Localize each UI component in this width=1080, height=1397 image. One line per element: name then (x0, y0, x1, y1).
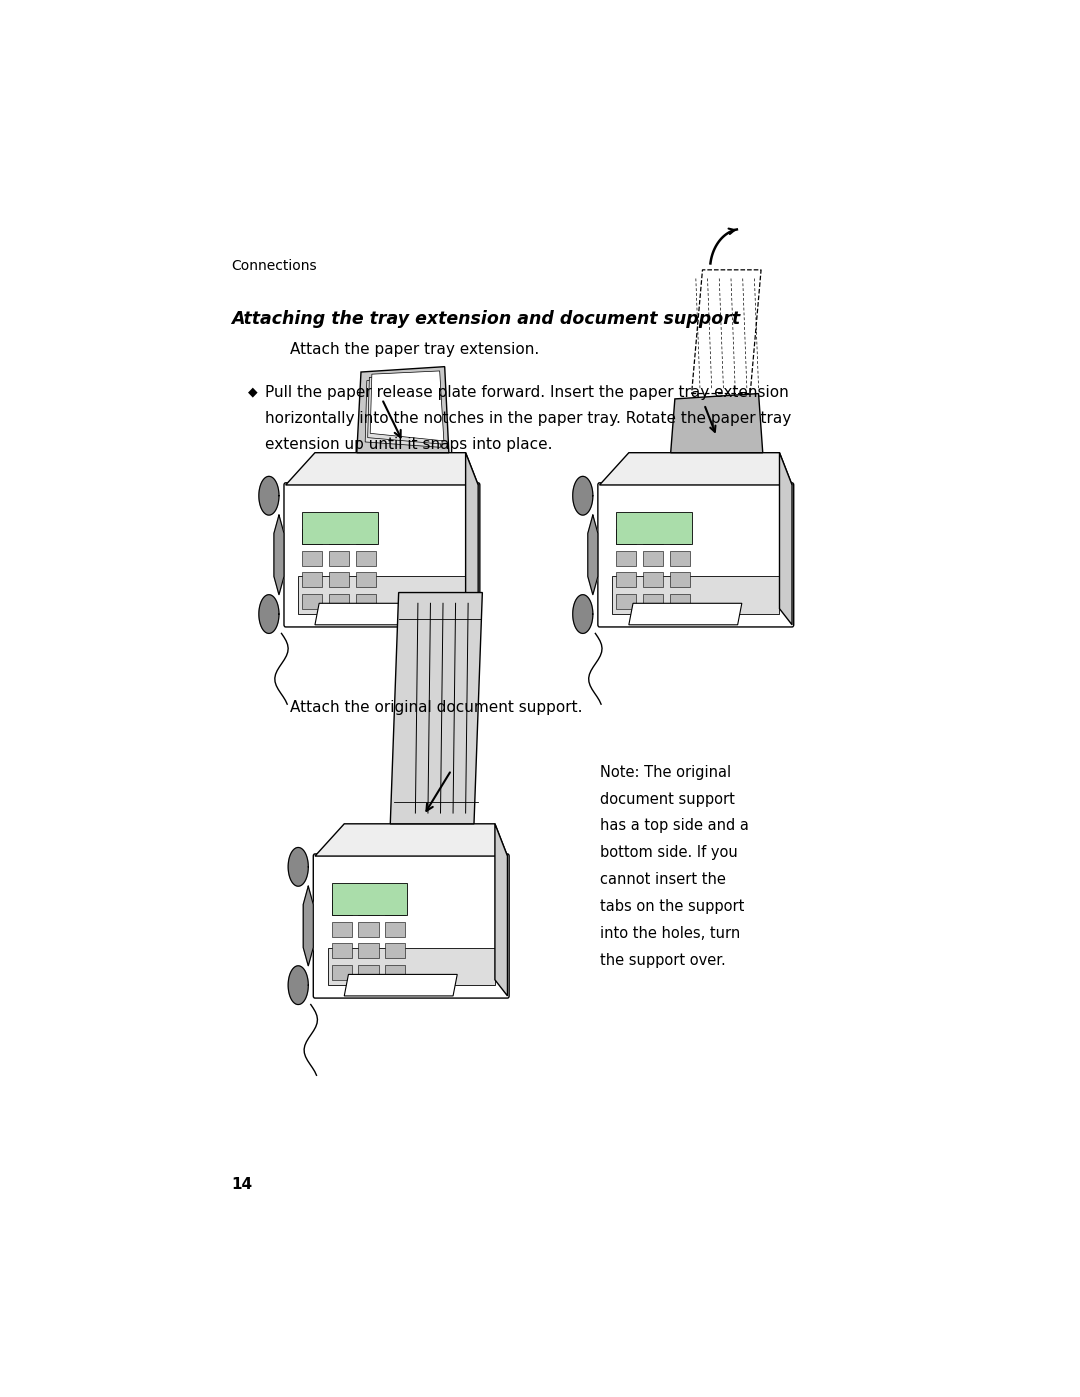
Polygon shape (572, 595, 593, 633)
Bar (332, 883, 407, 915)
Polygon shape (259, 595, 279, 633)
Bar (359, 965, 379, 979)
Text: horizontally into the notches in the paper tray. Rotate the paper tray: horizontally into the notches in the pap… (265, 411, 791, 426)
Bar (386, 900, 405, 915)
Text: has a top side and a: has a top side and a (599, 819, 748, 834)
Polygon shape (671, 394, 762, 453)
Text: Attach the paper tray extension.: Attach the paper tray extension. (289, 342, 539, 356)
Bar (356, 529, 376, 543)
Bar (302, 511, 378, 545)
Polygon shape (303, 886, 313, 965)
Bar (302, 594, 323, 609)
Polygon shape (691, 270, 761, 394)
Text: extension up until it snaps into place.: extension up until it snaps into place. (265, 437, 552, 451)
Text: into the holes, turn: into the holes, turn (599, 926, 740, 942)
Bar (386, 922, 405, 937)
Bar (386, 965, 405, 979)
Bar (329, 594, 349, 609)
Text: Attaching the tray extension and document support: Attaching the tray extension and documen… (231, 310, 741, 328)
Bar (617, 529, 636, 543)
Bar (302, 529, 323, 543)
Text: document support: document support (599, 792, 734, 806)
Text: Attach the original document support.: Attach the original document support. (289, 700, 582, 715)
Bar (356, 594, 376, 609)
Text: bottom side. If you: bottom side. If you (599, 845, 738, 861)
Bar (332, 922, 352, 937)
Bar (359, 900, 379, 915)
FancyBboxPatch shape (598, 483, 794, 627)
Polygon shape (288, 848, 308, 886)
Bar (643, 529, 663, 543)
Polygon shape (599, 453, 792, 485)
Bar (617, 550, 636, 566)
Polygon shape (629, 604, 742, 624)
Bar (643, 550, 663, 566)
Bar (612, 577, 780, 615)
Bar (670, 573, 690, 587)
Text: ◆: ◆ (248, 386, 258, 398)
Polygon shape (365, 377, 441, 447)
Polygon shape (315, 604, 428, 624)
Bar (332, 965, 352, 979)
Text: tabs on the support: tabs on the support (599, 900, 744, 914)
Polygon shape (345, 975, 457, 996)
Polygon shape (288, 965, 308, 1004)
Bar (670, 550, 690, 566)
Polygon shape (465, 453, 478, 624)
Polygon shape (390, 592, 483, 824)
Bar (329, 550, 349, 566)
Bar (386, 943, 405, 958)
Bar (332, 943, 352, 958)
Bar (359, 943, 379, 958)
Polygon shape (367, 374, 442, 444)
Bar (298, 577, 465, 615)
Bar (356, 573, 376, 587)
Polygon shape (274, 515, 284, 595)
Text: Connections: Connections (231, 258, 316, 272)
Polygon shape (780, 453, 792, 624)
Polygon shape (315, 824, 508, 856)
Bar (327, 947, 495, 985)
Bar (302, 550, 323, 566)
Polygon shape (495, 824, 508, 996)
Polygon shape (356, 366, 449, 453)
Text: the support over.: the support over. (599, 953, 726, 968)
Bar (332, 900, 352, 915)
Bar (617, 511, 691, 545)
Text: 14: 14 (231, 1176, 253, 1192)
FancyBboxPatch shape (284, 483, 480, 627)
Bar (643, 594, 663, 609)
Bar (670, 529, 690, 543)
Text: cannot insert the: cannot insert the (599, 872, 726, 887)
Polygon shape (370, 372, 444, 441)
FancyBboxPatch shape (313, 854, 509, 997)
Bar (643, 573, 663, 587)
Polygon shape (588, 515, 598, 595)
Bar (356, 550, 376, 566)
Bar (670, 594, 690, 609)
Bar (329, 573, 349, 587)
Bar (617, 573, 636, 587)
Polygon shape (572, 476, 593, 515)
Bar (329, 529, 349, 543)
Bar (302, 573, 323, 587)
Polygon shape (259, 476, 279, 515)
Bar (359, 922, 379, 937)
Bar (617, 594, 636, 609)
Text: Pull the paper release plate forward. Insert the paper tray extension: Pull the paper release plate forward. In… (265, 386, 788, 400)
Polygon shape (285, 453, 478, 485)
Text: Note: The original: Note: The original (599, 764, 731, 780)
